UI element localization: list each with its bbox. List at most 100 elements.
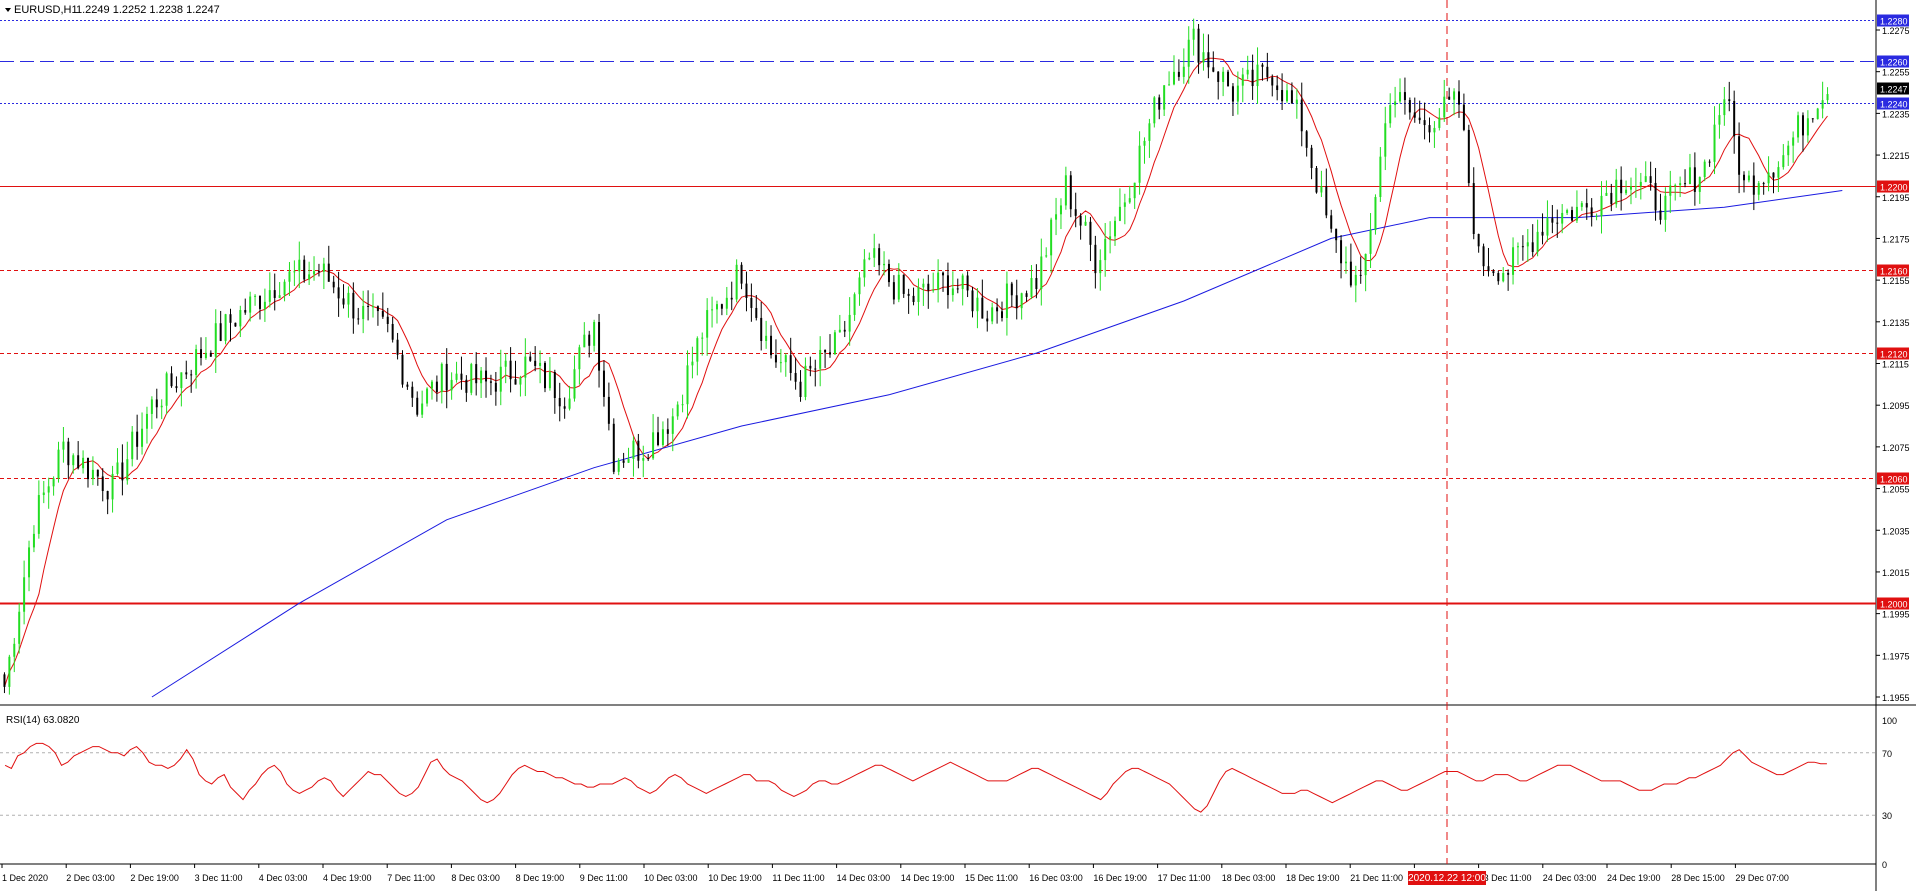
candle-body (1114, 220, 1117, 237)
candle-body (897, 274, 900, 300)
candle-body (376, 306, 379, 312)
candle-body (912, 295, 915, 302)
candle-body (637, 440, 640, 461)
candle-body (1733, 101, 1736, 137)
candle-body (1433, 127, 1436, 133)
candle-body (598, 322, 601, 371)
candle-body (13, 643, 16, 657)
level-tag-1.2260 (1877, 55, 1909, 68)
candle-body (101, 476, 104, 492)
horizontal-levels (0, 20, 1876, 605)
candle-body (760, 317, 763, 341)
candle-body (1153, 97, 1156, 124)
candle-body (1182, 66, 1185, 77)
candle-body (946, 275, 949, 296)
candle-body (617, 460, 620, 472)
level-tag-text: 1.2260 (1880, 58, 1908, 68)
candle-body (1000, 311, 1003, 318)
candle-body (770, 335, 773, 356)
candle-body (642, 458, 645, 461)
candle-body (1767, 172, 1770, 184)
candle-body (150, 399, 153, 414)
candle-body (539, 362, 542, 366)
candle-body (1477, 233, 1480, 247)
candle-body (563, 406, 566, 409)
candle-body (937, 272, 940, 290)
time-tick-label: 8 Dec 19:00 (516, 873, 565, 883)
candle-body (1580, 203, 1583, 207)
candle-body (691, 361, 694, 366)
candle-body (858, 277, 861, 295)
candle-body (853, 294, 856, 315)
candle-body (426, 388, 429, 404)
candle-body (254, 295, 257, 297)
candle-body (1777, 167, 1780, 178)
candle-body (1600, 195, 1603, 217)
dropdown-triangle-icon[interactable] (5, 8, 11, 12)
candle-body (1654, 182, 1657, 211)
candle-body (1664, 195, 1667, 220)
level-tag-text: 1.2060 (1880, 475, 1908, 485)
candle-body (475, 364, 478, 384)
candle-body (1571, 210, 1574, 221)
candle-body (701, 337, 704, 339)
candle-body (1084, 221, 1087, 226)
candle-body (1708, 161, 1711, 163)
candle-body (622, 460, 625, 463)
candle-body (833, 332, 836, 355)
candle-body (32, 533, 35, 548)
candle-body (214, 323, 217, 357)
candle-body (18, 611, 21, 644)
candle-body (1806, 118, 1809, 136)
candle-body (1752, 175, 1755, 195)
candle-body (578, 347, 581, 370)
candle-body (1286, 90, 1289, 102)
candle-body (1020, 293, 1023, 309)
candle-body (976, 297, 979, 312)
candle-body (1266, 66, 1269, 78)
candle-body (843, 329, 846, 332)
time-tick-label: 3 Dec 11:00 (195, 873, 243, 883)
candle-body (1713, 124, 1716, 162)
candle-body (583, 334, 586, 348)
candle-body (1025, 293, 1028, 297)
candle-body (1728, 99, 1731, 102)
symbol-label: EURUSD,H1 (14, 4, 78, 16)
candle-body (170, 373, 173, 387)
candle-body (740, 264, 743, 284)
candle-body (779, 362, 782, 364)
candle-body (794, 372, 797, 382)
candle-body (1595, 216, 1598, 218)
price-axis: 1.2275 1.2255 1.2235 1.2215 1.2195 1.2175 1.21… (1876, 26, 1910, 703)
candle-body (1050, 219, 1053, 256)
candle-body (784, 355, 787, 363)
candle-body (1379, 156, 1382, 198)
candle-body (1615, 179, 1618, 205)
candle-body (258, 295, 261, 309)
candle-body (671, 416, 674, 434)
time-tick-label: 14 Dec 19:00 (901, 873, 955, 883)
candle-body (224, 314, 227, 341)
symbol-header[interactable]: EURUSD,H1 1.2249 1.2252 1.2238 1.2247 (5, 4, 220, 16)
level-tag-text: 1.2280 (1880, 17, 1908, 27)
candle-body (1502, 272, 1505, 282)
candle-body (450, 379, 453, 391)
candle-body (1168, 84, 1171, 86)
candle-body (1801, 115, 1804, 136)
candle-body (1315, 167, 1318, 193)
candle-body (1403, 92, 1406, 101)
candle-body (52, 478, 55, 487)
time-tick-label: 17 Dec 11:00 (1158, 873, 1211, 883)
candle-body (357, 318, 360, 320)
candle-body (819, 349, 822, 369)
candle-body (1747, 175, 1750, 181)
candle-body (1625, 189, 1628, 194)
candle-body (652, 432, 655, 459)
candle-body (1531, 242, 1534, 253)
candle-body (435, 381, 438, 393)
level-tags: 1.2280 1.2260 1.2240 1.2200 1.2160 1.2120 1.20… (1877, 14, 1909, 610)
time-tick-label: 14 Dec 03:00 (837, 873, 891, 883)
candle-body (494, 382, 497, 392)
candle-body (1305, 131, 1308, 148)
